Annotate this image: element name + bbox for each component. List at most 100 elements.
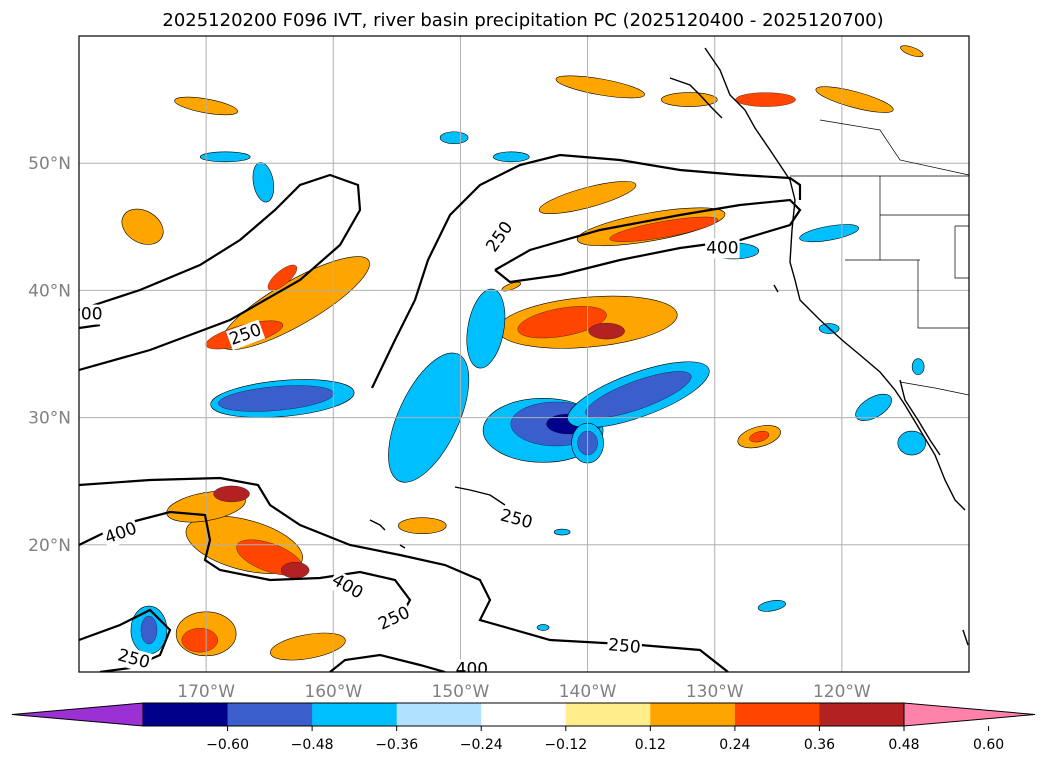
x-tick-label: 170°W <box>177 682 235 702</box>
contour-label-bg-2 <box>225 319 266 351</box>
colorbar-tick-labels: −0.60 −0.48 −0.36 −0.24 −0.12 0.12 0.24 0.36 0.4… <box>206 726 1004 753</box>
contour-250-northeast <box>371 153 802 389</box>
positive-anomaly-region-16 <box>280 562 310 579</box>
negative-shading-layer <box>130 131 927 655</box>
contour-00-left <box>79 323 101 330</box>
coastline-layer <box>369 47 969 646</box>
contour-label-bg-9 <box>114 645 153 672</box>
positive-anomaly-region-21 <box>270 632 346 661</box>
negative-anomaly-region-26 <box>536 624 550 631</box>
contour-label-bg-0 <box>481 217 518 257</box>
negative-anomaly-region-13 <box>799 224 860 243</box>
negative-anomaly-region-9 <box>553 528 571 536</box>
negative-anomaly-region-18 <box>199 151 251 163</box>
colorbar-tick-label: −0.24 <box>460 737 503 753</box>
positive-anomaly-region-10 <box>660 92 718 107</box>
contour-label-bg-1 <box>705 238 740 259</box>
negative-anomaly-region-1 <box>218 385 335 412</box>
colorbar-tick-label: 0.36 <box>804 737 835 753</box>
colorbar-segment-1 <box>227 703 313 726</box>
colorbar-tick-label: 0.60 <box>973 737 1004 753</box>
positive-anomaly-region-22 <box>397 517 447 535</box>
positive-anomaly-region-5 <box>517 306 607 339</box>
negative-anomaly-region-19 <box>439 131 469 145</box>
positive-anomaly-region-25 <box>900 45 924 58</box>
colorbar-tick-label: 0.24 <box>719 737 750 753</box>
contour-400-bottom <box>329 653 446 672</box>
x-tick-label: 120°W <box>813 682 871 702</box>
negative-anomaly-region-8 <box>466 288 506 369</box>
contour-label-bg-4 <box>497 505 536 534</box>
colorbar-tick-label: 0.48 <box>888 737 919 753</box>
positive-anomaly-region-18 <box>213 485 250 503</box>
colorbar-segment-4 <box>481 703 567 726</box>
border-layer <box>790 119 969 396</box>
colorbar-tick-label: 0.12 <box>635 737 666 753</box>
positive-anomaly-region-9 <box>609 216 719 242</box>
ivt-contours <box>79 153 802 672</box>
positive-anomaly-region-13 <box>555 75 645 99</box>
contour-400-south <box>79 510 412 629</box>
y-tick-label: 30°N <box>28 409 71 429</box>
negative-anomaly-region-23 <box>897 430 927 456</box>
colorbar-tick-label: −0.36 <box>375 737 418 753</box>
negative-anomaly-region-20 <box>492 151 530 163</box>
contour-label-bg-3 <box>79 304 104 325</box>
y-tick-label: 40°N <box>28 281 71 301</box>
negative-anomaly-region-22 <box>911 358 925 376</box>
canada-provinces <box>819 119 969 176</box>
positive-anomaly-region-11 <box>735 92 796 107</box>
colorbar-tick-label: −0.12 <box>544 737 587 753</box>
positive-anomaly-region-24 <box>749 431 770 443</box>
contour-label-bg-8 <box>606 635 643 659</box>
contour-250-pacific-mid <box>79 476 729 672</box>
positive-anomaly-region-0 <box>121 208 164 245</box>
contour-label-bg-6 <box>327 569 368 605</box>
contour-label-bg-10 <box>454 659 490 672</box>
us-mexico-border <box>899 381 969 396</box>
contour-400-northeast <box>494 198 802 284</box>
colorbar-segment-6 <box>650 703 736 726</box>
islands-east <box>773 284 969 646</box>
negative-anomaly-region-17 <box>252 162 275 203</box>
colorbar-tick-label: −0.60 <box>206 737 249 753</box>
map-frame <box>78 35 970 673</box>
contour-label-bg-7 <box>374 602 415 635</box>
x-tick-label: 140°W <box>559 682 617 702</box>
x-tick-label: 150°W <box>432 682 490 702</box>
north-america-coastline <box>704 47 966 511</box>
latitude-tick-labels: 20°N 30°N 40°N 50°N <box>28 154 71 556</box>
x-tick-label: 130°W <box>686 682 744 702</box>
colorbar-extend-high <box>903 702 1036 727</box>
contour-label-10: 400 <box>456 659 488 679</box>
positive-anomaly-region-12 <box>815 86 894 113</box>
colorbar-tick-label: −0.48 <box>291 737 334 753</box>
map-background <box>79 36 969 672</box>
positive-anomaly-region-3 <box>267 264 298 291</box>
alaska-coastline <box>669 77 723 119</box>
positive-anomaly-region-20 <box>181 628 218 653</box>
contour-label-3: 00 <box>81 305 103 325</box>
x-tick-label: 160°W <box>304 682 362 702</box>
contour-label-bg-5 <box>101 518 141 549</box>
baja-coastline <box>899 379 941 456</box>
contour-label-8: 250 <box>607 635 641 658</box>
negative-anomaly-region-25 <box>757 600 787 612</box>
colorbar-outline <box>142 702 905 727</box>
graticule <box>79 36 969 672</box>
colorbar-segment-8 <box>819 703 905 726</box>
colorbar-segment-0 <box>143 703 229 726</box>
contour-250-north-arc <box>79 173 362 372</box>
colorbar-extend-low <box>11 702 144 727</box>
negative-anomaly-region-7 <box>585 371 692 419</box>
colorbar-segment-7 <box>734 703 820 726</box>
longitude-tick-labels: 170°W 160°W 150°W 140°W 130°W 120°W <box>177 682 871 702</box>
colorbar-segment-5 <box>565 703 651 726</box>
y-tick-label: 50°N <box>28 154 71 174</box>
hawaii-islands <box>369 486 506 549</box>
chart-title: 2025120200 F096 IVT, river basin precipi… <box>162 10 883 31</box>
contour-label-1: 400 <box>706 238 738 258</box>
colorbar-segment-2 <box>312 703 398 726</box>
